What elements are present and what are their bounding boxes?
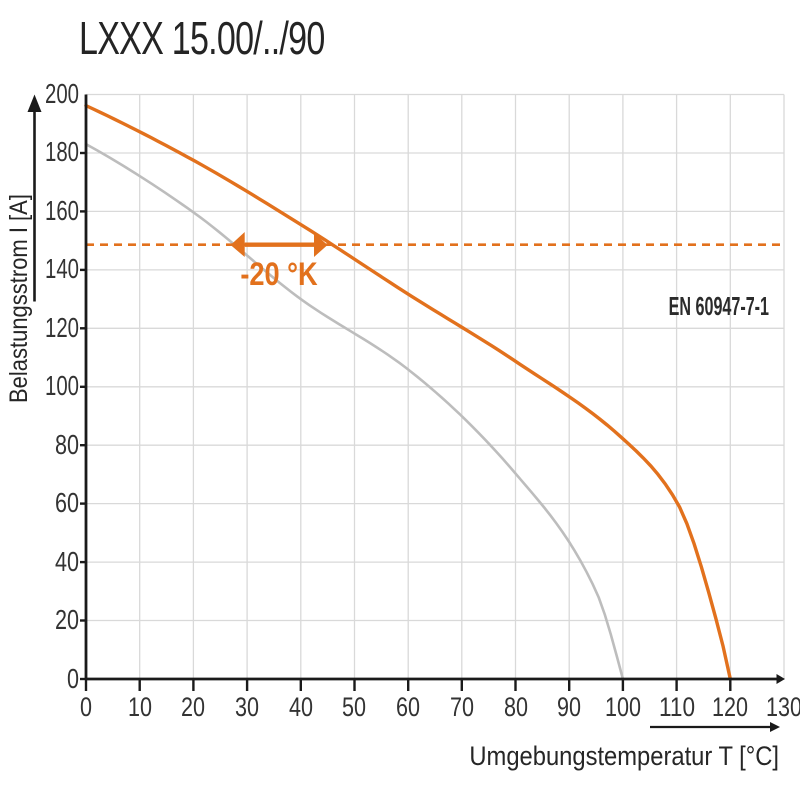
svg-text:120: 120 (712, 692, 748, 722)
svg-text:-20 °K: -20 °K (240, 257, 318, 293)
svg-text:100: 100 (45, 370, 79, 401)
svg-text:110: 110 (659, 692, 695, 722)
svg-text:Belastungsstrom I [A]: Belastungsstrom I [A] (5, 194, 33, 403)
svg-text:130: 130 (766, 692, 800, 722)
svg-text:10: 10 (128, 692, 152, 722)
svg-text:20: 20 (55, 604, 79, 635)
svg-text:20: 20 (181, 692, 205, 722)
svg-text:160: 160 (45, 195, 79, 226)
svg-text:80: 80 (55, 429, 79, 460)
svg-text:70: 70 (450, 692, 474, 722)
svg-text:120: 120 (45, 312, 79, 343)
svg-text:90: 90 (557, 692, 581, 722)
svg-text:30: 30 (235, 692, 259, 722)
svg-text:Umgebungstemperatur T [°C]: Umgebungstemperatur T [°C] (469, 742, 779, 772)
svg-text:100: 100 (605, 692, 641, 722)
svg-text:60: 60 (396, 692, 420, 722)
svg-text:0: 0 (80, 692, 92, 722)
svg-text:140: 140 (45, 253, 79, 284)
svg-text:200: 200 (45, 78, 79, 109)
svg-text:EN 60947-7-1: EN 60947-7-1 (669, 291, 769, 321)
svg-text:60: 60 (55, 487, 79, 518)
svg-text:180: 180 (45, 136, 79, 167)
svg-text:50: 50 (342, 692, 366, 722)
svg-text:40: 40 (55, 546, 79, 577)
svg-text:80: 80 (504, 692, 528, 722)
svg-text:40: 40 (289, 692, 313, 722)
svg-text:0: 0 (67, 663, 79, 694)
